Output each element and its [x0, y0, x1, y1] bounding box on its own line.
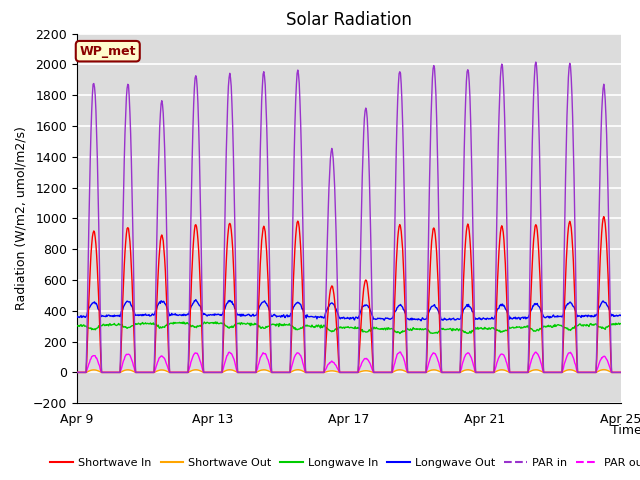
Title: Solar Radiation: Solar Radiation: [286, 11, 412, 29]
X-axis label: Time: Time: [611, 423, 640, 436]
Y-axis label: Radiation (W/m2, umol/m2/s): Radiation (W/m2, umol/m2/s): [14, 126, 27, 311]
Legend: Shortwave In, Shortwave Out, Longwave In, Longwave Out, PAR in, PAR out: Shortwave In, Shortwave Out, Longwave In…: [46, 453, 640, 472]
Text: WP_met: WP_met: [79, 45, 136, 58]
